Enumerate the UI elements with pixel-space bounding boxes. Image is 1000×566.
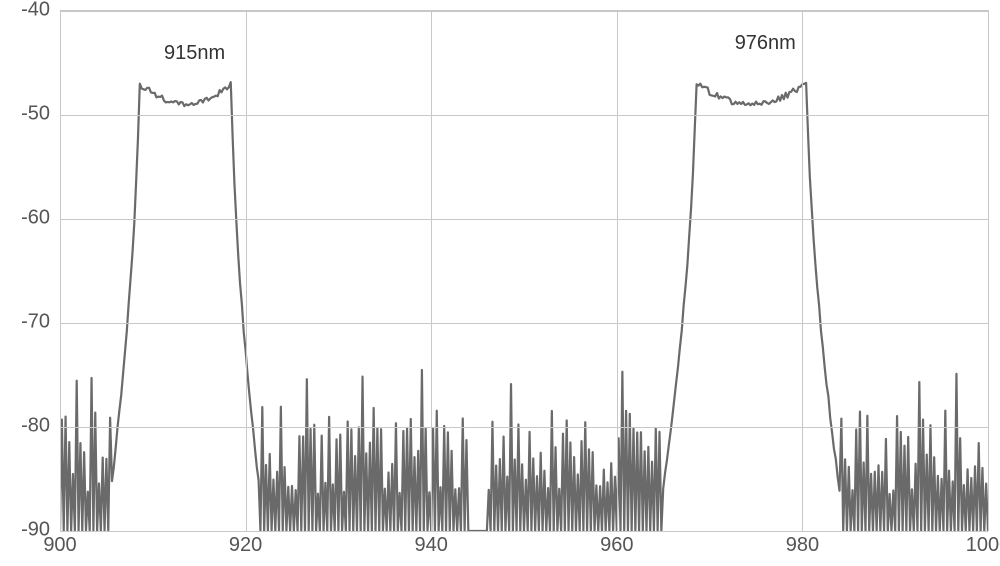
grid-vline (246, 11, 247, 531)
grid-hline (60, 427, 988, 428)
y-tick-label: -40 (0, 0, 50, 22)
grid-vline (431, 11, 432, 531)
peak-annotation: 915nm (164, 42, 225, 65)
y-tick-label: -70 (0, 311, 50, 334)
x-tick-label: 960 (600, 534, 633, 557)
peak-annotation: 976nm (735, 32, 796, 55)
grid-vline (60, 11, 61, 531)
grid-vline (802, 11, 803, 531)
spectrum-trace (60, 82, 988, 531)
y-tick-label: -50 (0, 103, 50, 126)
grid-hline (60, 115, 988, 116)
y-tick-label: -60 (0, 207, 50, 230)
plot-area (60, 10, 989, 531)
y-tick-label: -90 (0, 519, 50, 542)
x-tick-label: 980 (786, 534, 819, 557)
y-tick-label: -80 (0, 415, 50, 438)
trace-svg (60, 11, 988, 531)
x-tick-label: 1000 (966, 534, 1000, 557)
grid-hline (60, 531, 988, 532)
x-tick-label: 920 (229, 534, 262, 557)
grid-hline (60, 323, 988, 324)
grid-vline (617, 11, 618, 531)
x-tick-label: 940 (415, 534, 448, 557)
grid-vline (988, 11, 989, 531)
grid-hline (60, 219, 988, 220)
spectrum-chart: 9009209409609801000-40-50-60-70-80-90915… (0, 0, 1000, 566)
grid-hline (60, 11, 988, 12)
